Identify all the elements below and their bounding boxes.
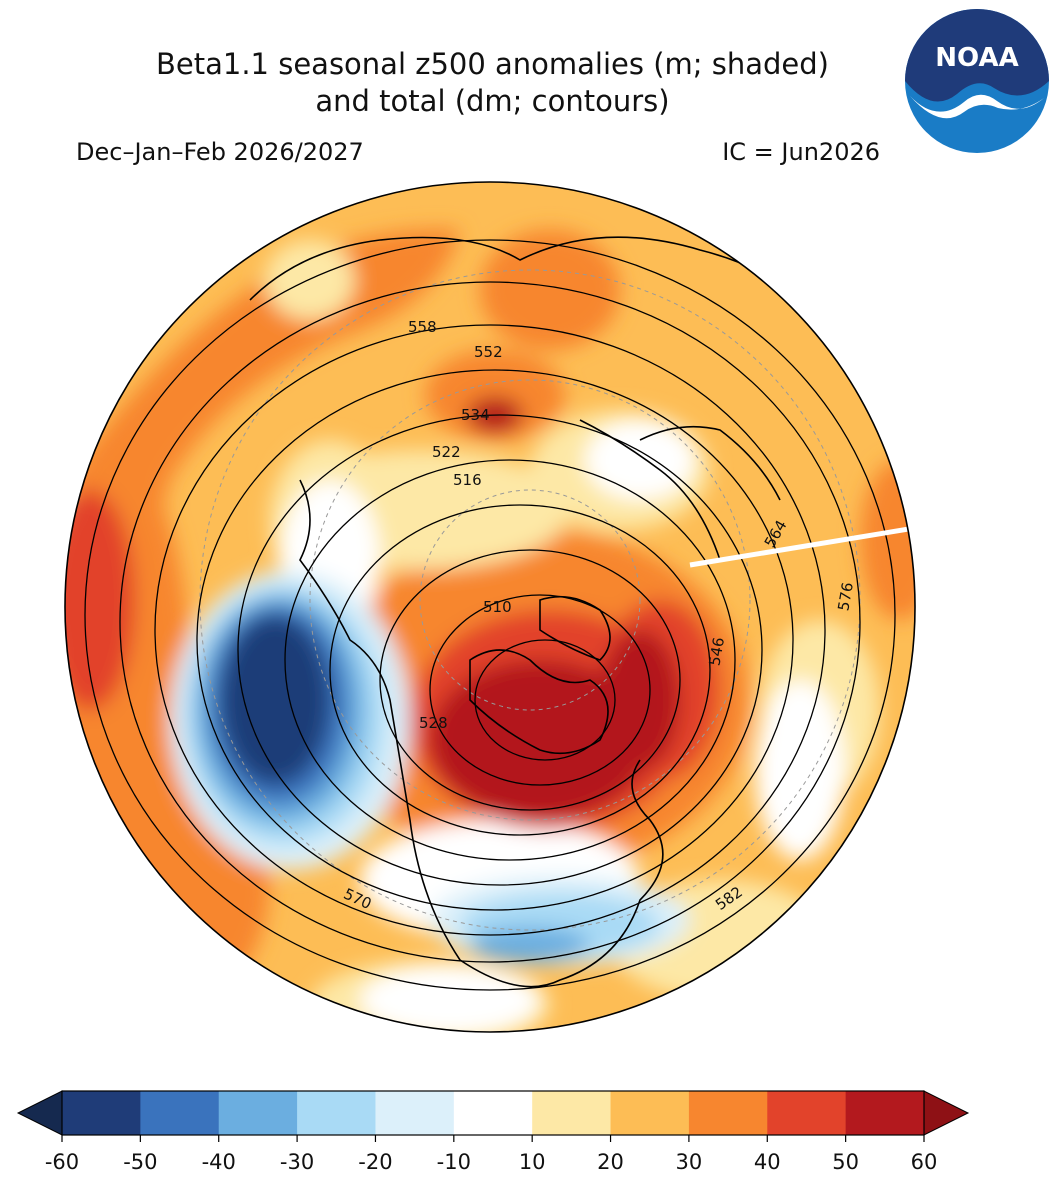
colorbar-tick-label: -40	[202, 1150, 236, 1174]
colorbar-tick-label: 30	[676, 1150, 703, 1174]
coastlines	[249, 236, 821, 988]
colorbar-tick-label: 10	[519, 1150, 546, 1174]
initial-condition-label: IC = Jun2026	[722, 138, 880, 166]
colorbar-segment	[453, 1091, 533, 1135]
contour-label-516: 516	[453, 471, 482, 489]
contour-label-510: 510	[483, 598, 512, 616]
colorbar-segment	[610, 1091, 690, 1135]
noaa-logo: NOAA	[905, 9, 1049, 153]
colorbar-segment	[532, 1091, 612, 1135]
colorbar-tick-label: -60	[45, 1150, 79, 1174]
contour-label-558: 558	[408, 318, 437, 336]
colorbar-tick-label: 60	[911, 1150, 938, 1174]
colorbar-tick-label: 20	[597, 1150, 624, 1174]
contour-label-552: 552	[474, 343, 503, 361]
contour-label-576: 576	[834, 581, 857, 612]
colorbar-tick-label: -10	[437, 1150, 471, 1174]
title-line-2: and total (dm; contours)	[315, 84, 670, 118]
logo-top	[905, 9, 1049, 102]
title-line-1: Beta1.1 seasonal z500 anomalies (m; shad…	[156, 47, 829, 81]
contour-label-528: 528	[419, 714, 448, 732]
colorbar-segment	[297, 1091, 376, 1135]
colorbar-tick-label: -30	[280, 1150, 314, 1174]
colorbar-segment	[218, 1091, 298, 1135]
contour-label-546: 546	[705, 636, 728, 667]
colorbar-segment	[62, 1091, 141, 1135]
colorbar-segment	[140, 1091, 220, 1135]
colorbar-frame	[61, 1090, 925, 1136]
colorbar-segment	[767, 1091, 847, 1135]
colorbar-tick-label: 50	[832, 1150, 859, 1174]
colorbar-segment	[688, 1091, 768, 1135]
colorbar-segment	[845, 1091, 925, 1135]
colorbar-tick-label: 40	[754, 1150, 781, 1174]
colorbar-tick-label: -20	[358, 1150, 392, 1174]
anomaly-shading	[65, 182, 915, 1032]
contour-label-522: 522	[432, 443, 461, 461]
colorbar-under-arrow	[16, 1090, 63, 1136]
season-label: Dec–Jan–Feb 2026/2027	[76, 138, 364, 166]
colorbar-tick-label: -50	[123, 1150, 157, 1174]
contour-label-534: 534	[461, 406, 490, 424]
z500-contours	[84, 239, 896, 991]
colorbar-over-arrow	[923, 1090, 970, 1136]
colorbar-segment	[375, 1091, 455, 1135]
logo-text: NOAA	[935, 43, 1018, 73]
colorbar: -60 -50 -40 -30 -20 -10 10 20 30 40 50 60	[16, 1090, 970, 1174]
